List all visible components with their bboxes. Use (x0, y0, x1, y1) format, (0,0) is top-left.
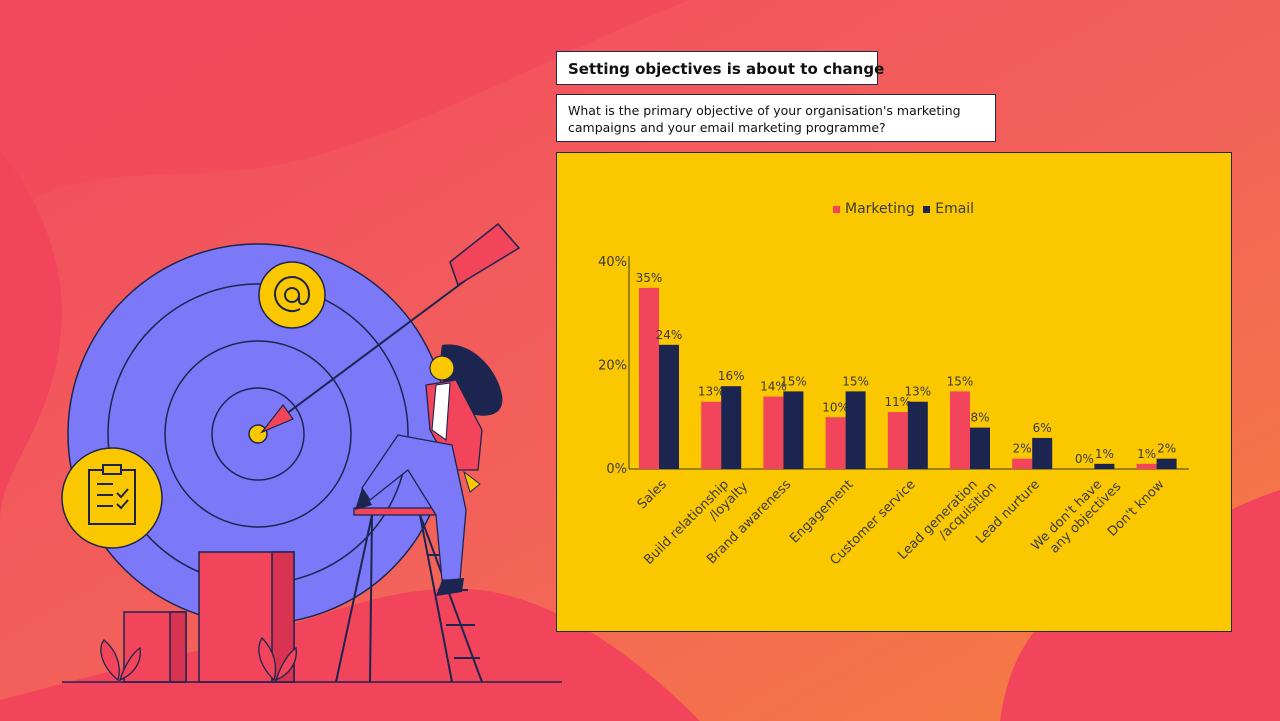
clipboard-checklist-icon (61, 447, 163, 549)
chart-panel: Marketing Email 0% 20% 40% 35% 13% 14% 10% 11% 1… (556, 152, 1232, 632)
data-label-marketing: 13% (698, 385, 725, 399)
bar-marketing (763, 396, 784, 469)
data-label-email: 1% (1095, 447, 1114, 461)
data-label-email: 13% (904, 385, 931, 399)
bar-marketing (950, 391, 970, 469)
data-label-email: 15% (780, 374, 807, 388)
bar-email (907, 401, 928, 469)
bar-email (1094, 463, 1115, 469)
data-label-marketing: 2% (1013, 442, 1032, 456)
x-tick-label: We don't haveany objectives (1029, 469, 1125, 565)
y-tick-label: 40% (598, 255, 627, 270)
data-label-marketing: 10% (822, 400, 849, 414)
bar-marketing (825, 417, 846, 469)
data-label-email: 16% (718, 369, 745, 383)
chart-legend: Marketing Email (833, 201, 978, 217)
data-label-email: 24% (656, 328, 683, 342)
bar-marketing (701, 401, 722, 469)
bar-email (1032, 437, 1053, 469)
legend-item-email: Email (923, 201, 974, 217)
bar-email (659, 344, 679, 469)
data-label-marketing: 15% (947, 374, 974, 388)
bar-email (721, 386, 742, 469)
x-tick-label: Sales (635, 477, 670, 512)
survey-question-line-1: What is the primary objective of your or… (568, 103, 961, 118)
at-sign-icon (258, 261, 326, 329)
legend-label-email: Email (935, 201, 975, 217)
legend-label-marketing: Marketing (845, 201, 915, 217)
arrow-icon (260, 222, 521, 434)
bar-marketing (887, 412, 908, 469)
bar-chart: 0%20%40%35%13% 14%10% 11%15%2%0% 1%24%16% 15… (598, 255, 1189, 568)
data-label-marketing: 14% (760, 380, 787, 394)
bar-email (845, 391, 866, 469)
data-label-marketing: 35% (636, 271, 663, 285)
data-label-email: 8% (970, 411, 989, 425)
page-title: Setting objectives is about to change (556, 51, 884, 85)
survey-question: What is the primary objective of your or… (556, 94, 996, 142)
data-label-marketing: 0% (1075, 452, 1094, 466)
x-tick-label-line: Engagement (787, 477, 856, 546)
survey-question-line-2: campaigns and your email marketing progr… (568, 120, 886, 135)
data-label-email: 15% (842, 374, 869, 388)
ladder (335, 507, 483, 683)
data-label-email: 6% (1033, 421, 1052, 435)
woman-figure (355, 344, 503, 596)
x-tick-label-line: Sales (635, 477, 670, 512)
legend-swatch-marketing (833, 205, 840, 213)
data-label-marketing: 11% (884, 395, 911, 409)
plant-leaves (100, 636, 297, 682)
bar-marketing (1012, 458, 1033, 469)
legend-swatch-email (923, 205, 931, 213)
legend-item-marketing: Marketing (833, 201, 915, 217)
bar-marketing (1136, 463, 1157, 469)
x-tick-label: Engagement (787, 477, 856, 546)
data-label-email: 2% (1157, 442, 1176, 456)
bar-email (1156, 458, 1177, 469)
bar-email (783, 391, 804, 469)
bar-marketing (639, 287, 659, 469)
pedestal-blocks (123, 551, 295, 683)
data-label-marketing: 1% (1137, 447, 1156, 461)
y-tick-label: 20% (598, 359, 627, 374)
bar-email (970, 427, 990, 469)
y-tick-label: 0% (606, 462, 627, 477)
